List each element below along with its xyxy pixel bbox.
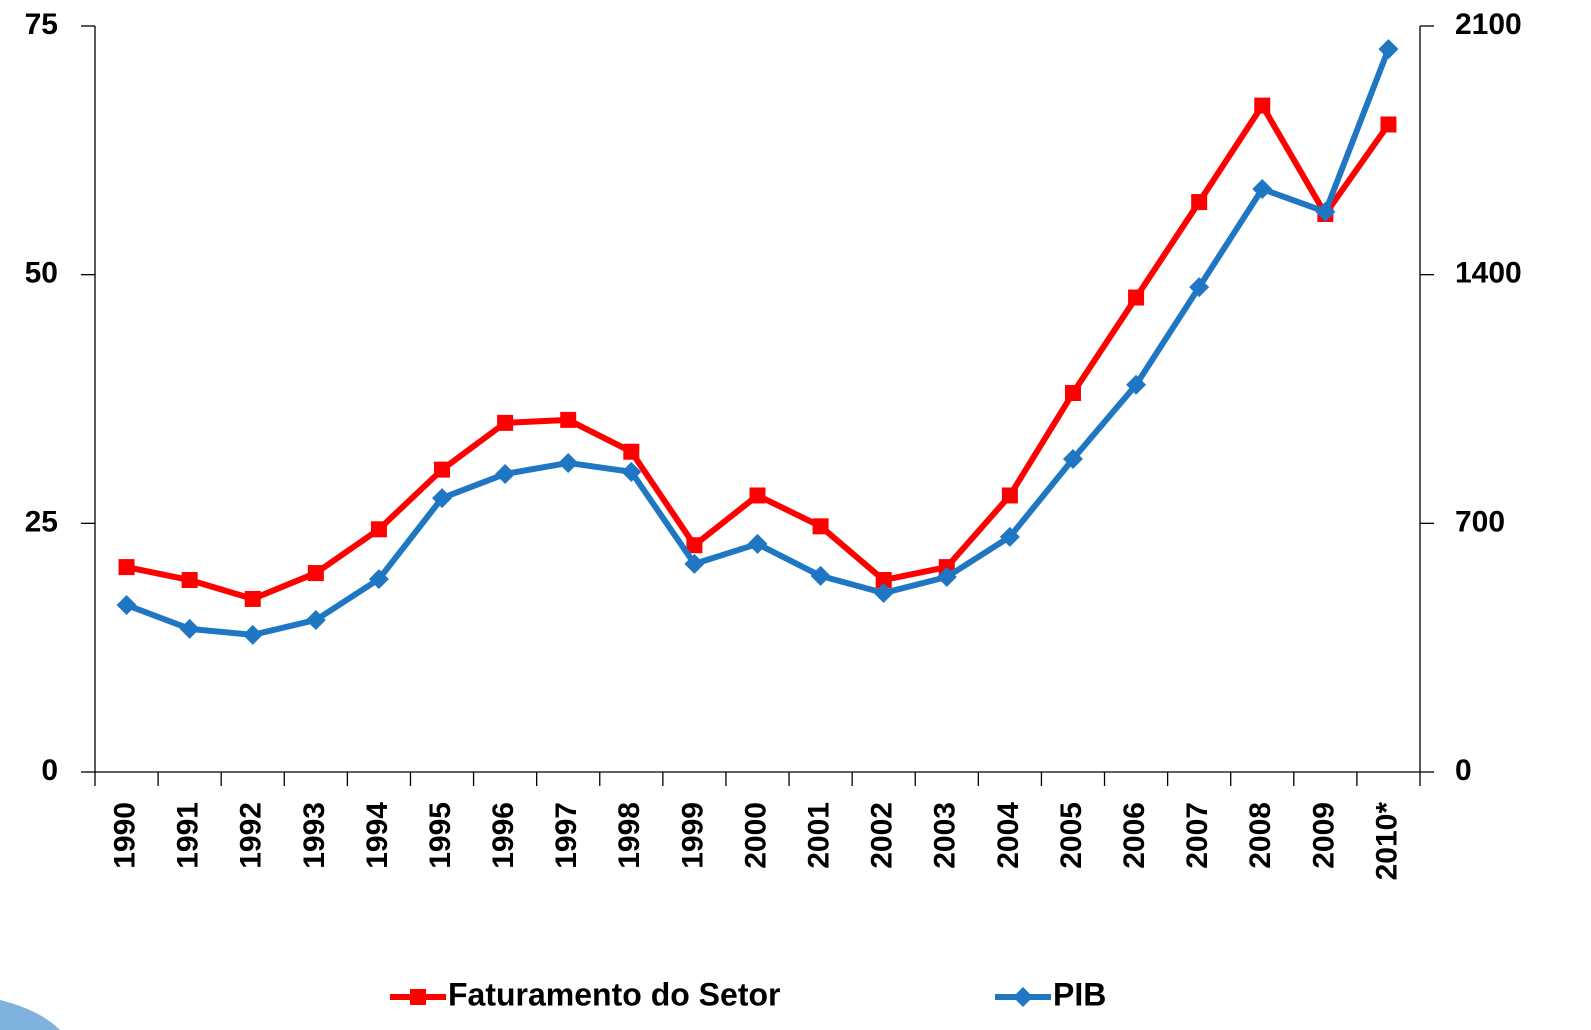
series-marker — [116, 595, 137, 616]
x-tick-label: 2007 — [1181, 802, 1214, 869]
series-marker — [1064, 385, 1081, 402]
y-tick-label: 25 — [25, 505, 58, 538]
x-tick-label: 2000 — [739, 802, 772, 869]
series-marker — [1062, 449, 1083, 470]
series-marker — [560, 411, 577, 428]
x-tick-label: 2004 — [992, 802, 1025, 869]
series-marker — [244, 590, 261, 607]
x-tick-label: 1996 — [487, 802, 520, 869]
series-marker — [684, 553, 705, 574]
series-marker — [1189, 277, 1210, 298]
series-marker — [1191, 194, 1208, 211]
x-tick-label: 2002 — [866, 802, 899, 869]
series-marker — [1315, 201, 1336, 222]
x-tick-label: 1993 — [298, 802, 331, 869]
x-tick-label: 1997 — [550, 802, 583, 869]
series-marker — [181, 572, 198, 589]
series-marker — [305, 609, 326, 630]
series-marker — [434, 461, 451, 478]
series-marker — [1252, 179, 1273, 200]
series-marker — [1380, 116, 1397, 133]
series-line — [125, 102, 1391, 602]
x-tick-label: 1999 — [676, 802, 709, 869]
series-marker — [1128, 289, 1145, 306]
series-marker — [875, 572, 892, 589]
x-tick-label: 1990 — [108, 802, 141, 869]
series-marker — [749, 487, 766, 504]
series-marker — [1378, 39, 1399, 60]
series-marker — [370, 521, 387, 538]
x-tick-label: 2001 — [803, 802, 836, 869]
series-marker — [495, 463, 516, 484]
y2-tick-label: 1400 — [1455, 257, 1522, 290]
x-tick-label: 1995 — [424, 802, 457, 869]
series-marker — [999, 526, 1020, 547]
legend-label: Faturamento do Setor — [448, 976, 780, 1012]
corner-decoration — [0, 1000, 60, 1030]
y-tick-label: 0 — [41, 754, 58, 787]
x-tick-label: 1998 — [613, 802, 646, 869]
series-marker — [179, 618, 200, 639]
series-marker — [242, 624, 263, 645]
series-marker — [1126, 374, 1147, 395]
x-tick-label: 2009 — [1307, 802, 1340, 869]
x-tick-label: 2008 — [1244, 802, 1277, 869]
series-marker — [686, 537, 703, 554]
series-marker — [118, 559, 135, 576]
x-tick-label: 2003 — [929, 802, 962, 869]
series-marker — [810, 565, 831, 586]
x-tick-label: 2006 — [1118, 802, 1151, 869]
series-marker — [307, 565, 324, 582]
y-tick-label: 50 — [25, 257, 58, 290]
series-marker — [936, 566, 957, 587]
series-marker — [1254, 97, 1271, 114]
series-marker — [497, 414, 514, 431]
series-marker — [812, 518, 829, 535]
x-tick-label: 1992 — [235, 802, 268, 869]
series-marker — [1001, 487, 1018, 504]
series-marker — [368, 569, 389, 590]
x-tick-label: 2010* — [1370, 802, 1403, 881]
y-tick-label: 75 — [25, 8, 58, 41]
series-marker — [747, 533, 768, 554]
series-marker — [432, 488, 453, 509]
series-marker — [558, 452, 579, 473]
y2-tick-label: 0 — [1455, 754, 1472, 787]
x-tick-label: 1991 — [172, 802, 205, 869]
series-marker — [621, 461, 642, 482]
legend-marker — [410, 989, 426, 1005]
legend-marker — [1013, 987, 1033, 1007]
y2-tick-label: 2100 — [1455, 8, 1522, 41]
series-marker — [623, 443, 640, 460]
x-tick-label: 1994 — [361, 802, 394, 869]
legend-label: PIB — [1053, 976, 1106, 1012]
y2-tick-label: 700 — [1455, 505, 1505, 538]
x-tick-label: 2005 — [1055, 802, 1088, 869]
series-marker — [873, 582, 894, 603]
